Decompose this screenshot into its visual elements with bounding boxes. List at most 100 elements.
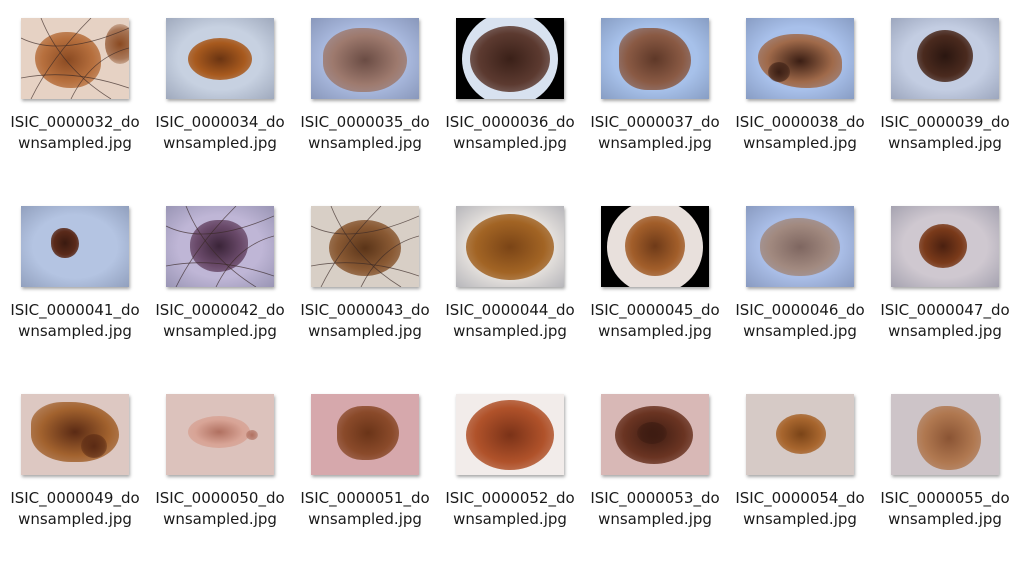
lesion-spot-shape	[105, 23, 129, 64]
file-item[interactable]: ISIC_0000047_downsampled.jpg	[880, 196, 1010, 366]
image-thumbnail-icon	[456, 205, 564, 287]
image-thumbnail-icon	[311, 17, 419, 99]
lesion-shape	[470, 25, 550, 92]
lesion-shape	[760, 217, 840, 276]
lesion-spot-shape	[768, 61, 790, 82]
lesion-shape	[329, 219, 401, 276]
file-name-label: ISIC_0000038_downsampled.jpg	[735, 113, 865, 152]
vignette-shape	[891, 17, 999, 99]
thumbnail-frame	[155, 196, 285, 296]
file-name-label: ISIC_0000039_downsampled.jpg	[880, 113, 1010, 152]
lesion-spot-shape	[246, 429, 258, 440]
image-thumbnail-icon	[21, 17, 129, 99]
thumbnail-frame	[300, 8, 430, 108]
thumbnail-frame	[155, 384, 285, 484]
file-item[interactable]: ISIC_0000046_downsampled.jpg	[735, 196, 865, 366]
image-thumbnail-icon	[311, 205, 419, 287]
image-thumbnail-icon	[891, 17, 999, 99]
thumbnail-frame	[735, 196, 865, 296]
thumbnail-frame	[880, 8, 1010, 108]
file-item[interactable]: ISIC_0000041_downsampled.jpg	[10, 196, 140, 366]
lesion-shape	[323, 27, 407, 92]
thumbnail-frame	[590, 196, 720, 296]
lesion-shape	[31, 401, 119, 462]
file-name-label: ISIC_0000035_downsampled.jpg	[300, 113, 430, 152]
vignette-shape	[891, 205, 999, 287]
file-name-label: ISIC_0000054_downsampled.jpg	[735, 489, 865, 528]
image-thumbnail-icon	[166, 393, 274, 475]
file-name-label: ISIC_0000049_downsampled.jpg	[10, 489, 140, 528]
file-item[interactable]: ISIC_0000053_downsampled.jpg	[590, 384, 720, 554]
file-item[interactable]: ISIC_0000050_downsampled.jpg	[155, 384, 285, 554]
lesion-shape	[625, 215, 685, 276]
image-thumbnail-icon	[21, 205, 129, 287]
file-item[interactable]: ISIC_0000054_downsampled.jpg	[735, 384, 865, 554]
file-item[interactable]: ISIC_0000043_downsampled.jpg	[300, 196, 430, 366]
thumbnail-frame	[300, 384, 430, 484]
vignette-shape	[601, 17, 709, 99]
hair-strands-shape	[311, 205, 419, 287]
file-name-label: ISIC_0000037_downsampled.jpg	[590, 113, 720, 152]
file-item[interactable]: ISIC_0000039_downsampled.jpg	[880, 8, 1010, 178]
file-item[interactable]: ISIC_0000049_downsampled.jpg	[10, 384, 140, 554]
file-item[interactable]: ISIC_0000032_downsampled.jpg	[10, 8, 140, 178]
thumbnail-frame	[880, 384, 1010, 484]
file-item[interactable]: ISIC_0000036_downsampled.jpg	[445, 8, 575, 178]
hair-strands-shape	[21, 17, 129, 99]
thumbnail-frame	[590, 8, 720, 108]
file-item[interactable]: ISIC_0000034_downsampled.jpg	[155, 8, 285, 178]
thumbnail-frame	[10, 8, 140, 108]
thumbnail-frame	[155, 8, 285, 108]
lesion-shape	[51, 227, 79, 258]
file-item[interactable]: ISIC_0000038_downsampled.jpg	[735, 8, 865, 178]
hair-strands-shape	[166, 205, 274, 287]
file-name-label: ISIC_0000041_downsampled.jpg	[10, 301, 140, 340]
file-item[interactable]: ISIC_0000052_downsampled.jpg	[445, 384, 575, 554]
file-name-label: ISIC_0000036_downsampled.jpg	[445, 113, 575, 152]
lesion-shape	[917, 405, 981, 470]
file-item[interactable]: ISIC_0000042_downsampled.jpg	[155, 196, 285, 366]
image-thumbnail-icon	[166, 205, 274, 287]
file-name-label: ISIC_0000032_downsampled.jpg	[10, 113, 140, 152]
lesion-shape	[466, 399, 554, 470]
thumbnail-frame	[590, 384, 720, 484]
image-thumbnail-icon	[746, 17, 854, 99]
image-thumbnail-icon	[746, 393, 854, 475]
file-name-label: ISIC_0000050_downsampled.jpg	[155, 489, 285, 528]
file-item[interactable]: ISIC_0000045_downsampled.jpg	[590, 196, 720, 366]
thumbnail-frame	[445, 196, 575, 296]
lesion-shape	[917, 29, 973, 82]
lesion-shape	[188, 415, 250, 448]
file-name-label: ISIC_0000034_downsampled.jpg	[155, 113, 285, 152]
file-item[interactable]: ISIC_0000055_downsampled.jpg	[880, 384, 1010, 554]
file-name-label: ISIC_0000043_downsampled.jpg	[300, 301, 430, 340]
image-thumbnail-icon	[601, 17, 709, 99]
image-thumbnail-icon	[601, 393, 709, 475]
file-item[interactable]: ISIC_0000044_downsampled.jpg	[445, 196, 575, 366]
image-thumbnail-icon	[456, 17, 564, 99]
image-thumbnail-icon	[21, 393, 129, 475]
vignette-shape	[166, 205, 274, 287]
lesion-shape	[188, 37, 252, 80]
file-item[interactable]: ISIC_0000037_downsampled.jpg	[590, 8, 720, 178]
vignette-shape	[166, 17, 274, 99]
file-item[interactable]: ISIC_0000051_downsampled.jpg	[300, 384, 430, 554]
thumbnail-frame	[10, 196, 140, 296]
thumbnail-frame	[445, 384, 575, 484]
lesion-spot-shape	[637, 421, 667, 444]
vignette-shape	[311, 17, 419, 99]
file-name-label: ISIC_0000053_downsampled.jpg	[590, 489, 720, 528]
thumbnail-frame	[445, 8, 575, 108]
lesion-shape	[776, 413, 826, 454]
vignette-shape	[746, 205, 854, 287]
lesion-shape	[466, 213, 554, 280]
thumbnail-frame	[10, 384, 140, 484]
file-name-label: ISIC_0000042_downsampled.jpg	[155, 301, 285, 340]
vignette-shape	[21, 205, 129, 287]
file-item[interactable]: ISIC_0000035_downsampled.jpg	[300, 8, 430, 178]
file-name-label: ISIC_0000044_downsampled.jpg	[445, 301, 575, 340]
file-name-label: ISIC_0000045_downsampled.jpg	[590, 301, 720, 340]
lesion-shape	[337, 405, 399, 460]
thumbnail-frame	[735, 384, 865, 484]
